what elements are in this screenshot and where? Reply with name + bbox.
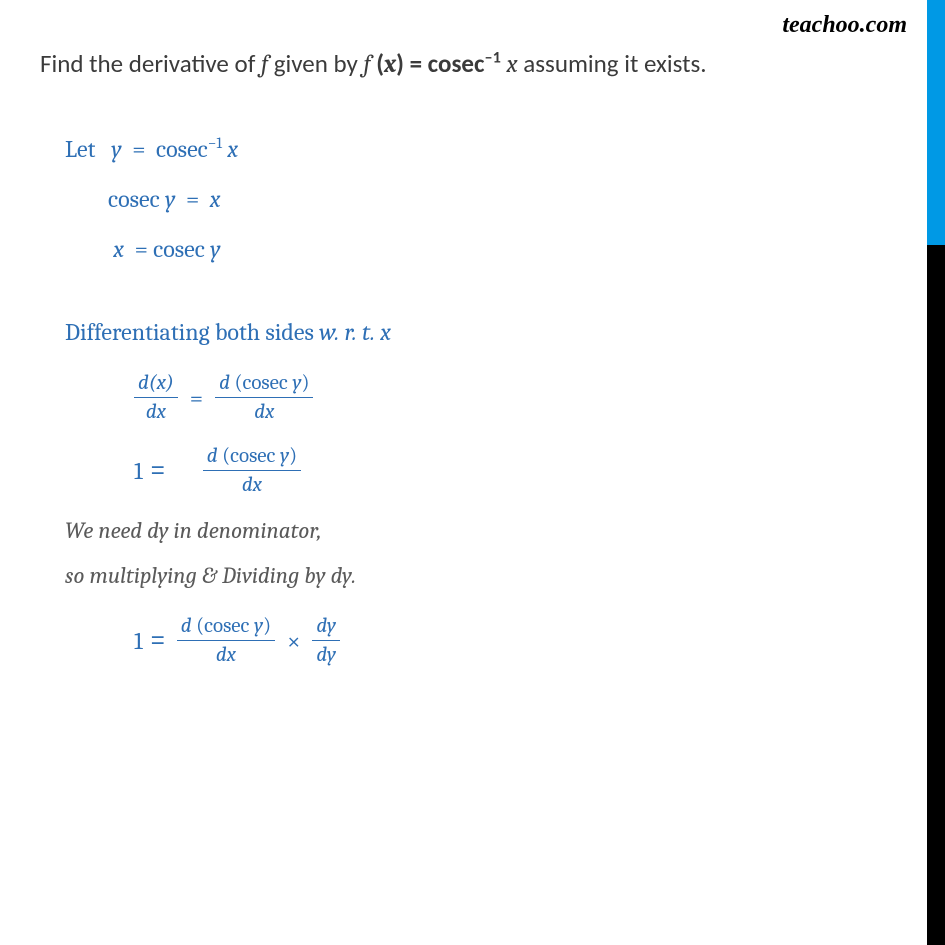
eq3-one: 1 bbox=[134, 627, 143, 655]
step1-x: x bbox=[227, 135, 238, 163]
eq2-frac: d (cosec y) dx bbox=[203, 444, 301, 497]
eq3-times: × bbox=[287, 627, 300, 655]
eq2-eq: = bbox=[151, 457, 165, 485]
explain2-dy: dy bbox=[331, 562, 352, 589]
step1-let: Let bbox=[65, 135, 95, 163]
eq2-num-open: (cosec bbox=[218, 444, 281, 468]
eq3-frac-1: d (cosec y) dx bbox=[177, 614, 275, 667]
eq1-numr-close: ) bbox=[301, 371, 309, 395]
equation-row-3: 1 = d (cosec y) dx × dy dy bbox=[128, 614, 905, 667]
explain1-dy: dy bbox=[147, 517, 168, 544]
eq3-eq: = bbox=[151, 627, 165, 655]
heading1-text: Differentiating both sides bbox=[65, 318, 319, 346]
explain1-post: in denominator, bbox=[168, 517, 321, 544]
eq3-num1-open: (cosec bbox=[192, 614, 255, 638]
equation-row-2: 1 = d (cosec y) dx bbox=[128, 444, 905, 497]
eq2-num-d: d bbox=[207, 444, 218, 468]
question-suffix: assuming it exists. bbox=[518, 48, 707, 79]
step1-eq: = bbox=[132, 135, 145, 163]
eq3-num1-d: d bbox=[181, 614, 192, 638]
equation-row-1: d(x) dx = d (cosec y) dx bbox=[128, 371, 905, 424]
step1-y: y bbox=[111, 135, 121, 163]
question-cosec: ) = cosec bbox=[396, 48, 484, 79]
side-accent-bar-bottom bbox=[927, 245, 945, 945]
eq1-numr-d: d bbox=[219, 371, 230, 395]
step2-x: x bbox=[210, 185, 221, 213]
eq2-den: dx bbox=[203, 471, 301, 497]
eq3-frac-2: dy dy bbox=[312, 614, 339, 667]
eq3-num2: dy bbox=[312, 614, 339, 641]
question-xbold: x bbox=[384, 50, 396, 79]
eq2-num: d (cosec y) bbox=[203, 444, 301, 471]
eq3-den1: dx bbox=[177, 641, 275, 667]
question-sup: –1 bbox=[484, 49, 500, 68]
step3-eq: = bbox=[135, 235, 148, 263]
explain1-pre: We need bbox=[65, 517, 147, 544]
question-mid1: given by bbox=[268, 48, 363, 79]
question-open: ( bbox=[371, 48, 384, 79]
step1-cosec: cosec bbox=[156, 135, 208, 163]
differentiate-heading: Differentiating both sides w. r. t. x bbox=[65, 318, 905, 346]
heading1-wrt: w. r. t. x bbox=[319, 318, 391, 346]
eq2-one: 1 bbox=[134, 457, 143, 485]
eq1-eq: = bbox=[190, 384, 203, 412]
eq1-numr-open: (cosec bbox=[230, 371, 293, 395]
side-accent-bar bbox=[927, 0, 945, 945]
explain2-pre: so multiplying & Dividing by bbox=[65, 562, 331, 589]
explain-line-1: We need dy in denominator, bbox=[65, 517, 905, 544]
eq2-num-y: y bbox=[280, 444, 289, 468]
eq1-frac-right: d (cosec y) dx bbox=[215, 371, 313, 424]
eq1-num-l: d(x) bbox=[134, 371, 178, 398]
eq2-num-close: ) bbox=[289, 444, 297, 468]
eq1-den-r: dx bbox=[215, 398, 313, 424]
step3-y: y bbox=[210, 235, 220, 263]
eq3-den2: dy bbox=[312, 641, 339, 667]
eq1-num-r: d (cosec y) bbox=[215, 371, 313, 398]
question-text: Find the derivative of f given by f (x) … bbox=[40, 48, 905, 79]
eq3-num1: d (cosec y) bbox=[177, 614, 275, 641]
watermark-logo: teachoo.com bbox=[782, 12, 907, 39]
eq1-den-l: dx bbox=[134, 398, 178, 424]
side-accent-bar-top bbox=[927, 0, 945, 245]
step-xcosec-line: x = cosec y bbox=[108, 235, 905, 263]
eq3-num1-close: ) bbox=[263, 614, 271, 638]
step1-sup: −1 bbox=[208, 134, 222, 152]
explain2-post: . bbox=[352, 562, 356, 589]
step2-eq: = bbox=[186, 185, 199, 213]
eq3-num1-y: y bbox=[254, 614, 263, 638]
explain-line-2: so multiplying & Dividing by dy. bbox=[65, 562, 905, 589]
step3-cosec: cosec bbox=[153, 235, 205, 263]
step2-cosec: cosec bbox=[108, 185, 160, 213]
question-f2: f bbox=[364, 50, 371, 79]
eq1-frac-left: d(x) dx bbox=[134, 371, 178, 424]
step-cosecy-line: cosec y = x bbox=[108, 185, 905, 213]
step2-y: y bbox=[165, 185, 175, 213]
question-prefix: Find the derivative of bbox=[40, 48, 261, 79]
step-let-line: Let y = cosec−1 x bbox=[65, 134, 905, 163]
page-content: Find the derivative of f given by f (x) … bbox=[0, 0, 945, 667]
step3-x: x bbox=[113, 235, 124, 263]
question-xvar: x bbox=[506, 50, 517, 79]
